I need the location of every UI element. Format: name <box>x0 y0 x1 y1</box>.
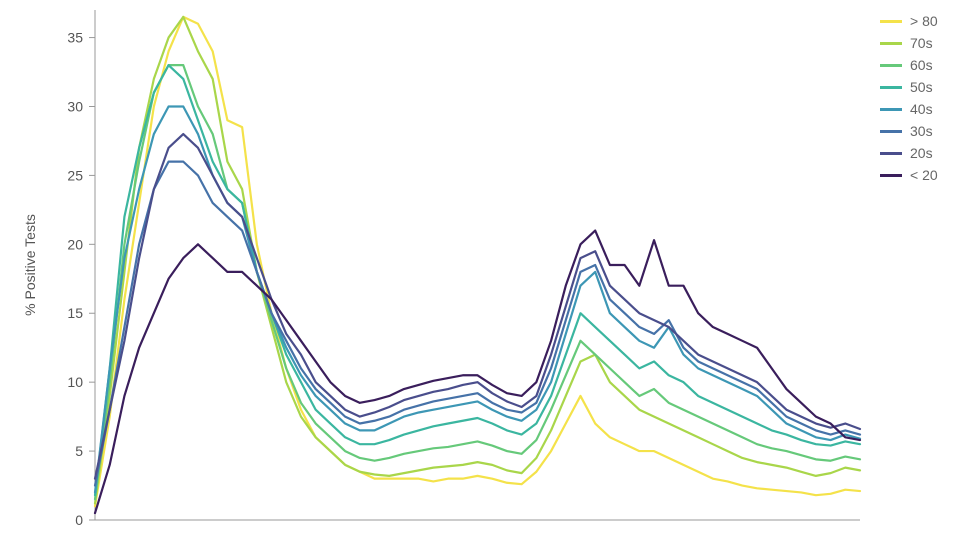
legend-label-3: 50s <box>910 79 933 95</box>
chart-background <box>0 0 975 548</box>
legend-swatch-1 <box>880 42 902 45</box>
chart-svg: 0 5 10 15 20 25 30 35 % Positive Tests > 80 70s 60s… <box>0 0 975 548</box>
legend-swatch-2 <box>880 64 902 67</box>
legend-label-1: 70s <box>910 35 933 51</box>
y-tick-label: 15 <box>67 305 83 321</box>
legend-swatch-4 <box>880 108 902 111</box>
legend-swatch-5 <box>880 130 902 133</box>
legend-label-6: 20s <box>910 145 933 161</box>
y-tick-label: 25 <box>67 167 83 183</box>
legend-label-2: 60s <box>910 57 933 73</box>
y-tick-label: 35 <box>67 30 83 46</box>
y-axis-label: % Positive Tests <box>22 214 38 316</box>
y-tick-label: 0 <box>75 512 83 528</box>
legend-swatch-6 <box>880 152 902 155</box>
legend-swatch-3 <box>880 86 902 89</box>
y-tick-label: 20 <box>67 236 83 252</box>
legend-label-7: < 20 <box>910 167 938 183</box>
legend-label-5: 30s <box>910 123 933 139</box>
y-tick-label: 5 <box>75 443 83 459</box>
y-tick-label: 30 <box>67 98 83 114</box>
positive-tests-chart: 0 5 10 15 20 25 30 35 % Positive Tests > 80 70s 60s… <box>0 0 975 548</box>
legend-label-4: 40s <box>910 101 933 117</box>
legend-label-0: > 80 <box>910 13 938 29</box>
legend-swatch-7 <box>880 174 902 177</box>
legend-swatch-0 <box>880 20 902 23</box>
y-tick-label: 10 <box>67 374 83 390</box>
